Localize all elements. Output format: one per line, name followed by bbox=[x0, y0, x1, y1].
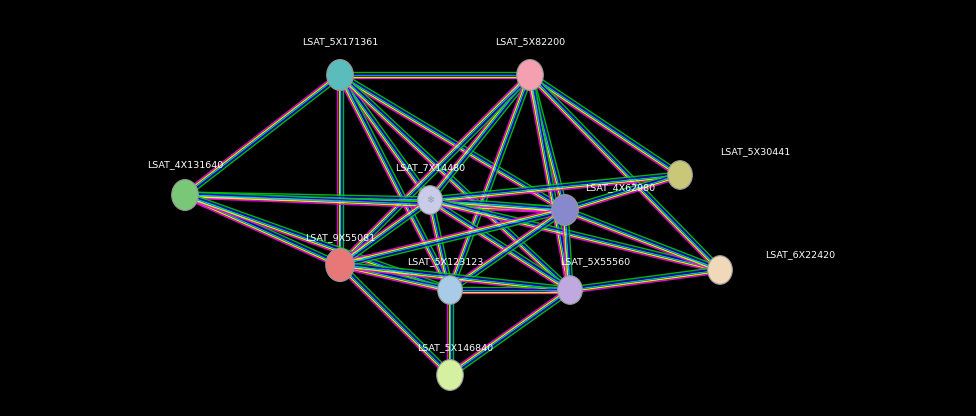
Text: LSAT_7X14480: LSAT_7X14480 bbox=[395, 163, 465, 173]
Text: LSAT_4X62980: LSAT_4X62980 bbox=[585, 183, 655, 193]
Text: LSAT_5X55560: LSAT_5X55560 bbox=[560, 258, 630, 267]
Text: LSAT_9X55081: LSAT_9X55081 bbox=[305, 233, 375, 243]
Ellipse shape bbox=[326, 248, 354, 282]
Text: LSAT_5X146840: LSAT_5X146840 bbox=[417, 344, 493, 352]
Ellipse shape bbox=[418, 186, 442, 214]
Ellipse shape bbox=[516, 59, 544, 90]
Ellipse shape bbox=[437, 276, 463, 304]
Text: ❄: ❄ bbox=[426, 195, 434, 205]
Ellipse shape bbox=[436, 359, 464, 390]
Text: LSAT_4X131640: LSAT_4X131640 bbox=[146, 161, 224, 169]
Ellipse shape bbox=[551, 195, 579, 225]
Ellipse shape bbox=[557, 276, 583, 304]
Ellipse shape bbox=[708, 256, 732, 284]
Text: LSAT_5X82200: LSAT_5X82200 bbox=[495, 37, 565, 47]
Text: LSAT_5X171361: LSAT_5X171361 bbox=[302, 37, 378, 47]
Text: LSAT_6X22420: LSAT_6X22420 bbox=[765, 250, 835, 260]
Text: LSAT_5X30441: LSAT_5X30441 bbox=[720, 148, 791, 156]
Ellipse shape bbox=[172, 180, 198, 210]
Ellipse shape bbox=[668, 161, 692, 189]
Text: LSAT_5X123123: LSAT_5X123123 bbox=[407, 258, 483, 267]
Ellipse shape bbox=[327, 59, 353, 90]
